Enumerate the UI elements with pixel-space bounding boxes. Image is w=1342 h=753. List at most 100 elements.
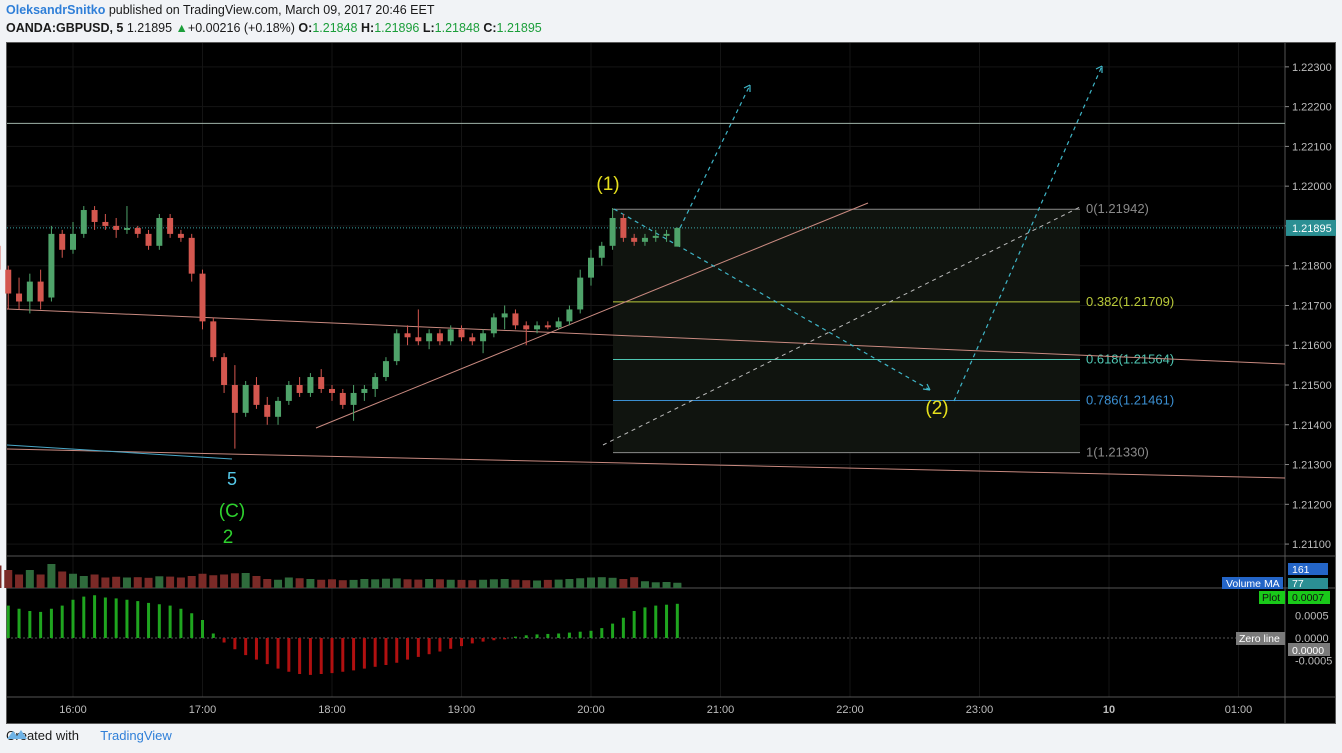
candle-body — [275, 400, 282, 417]
candle-body — [134, 227, 141, 234]
volume-bar — [587, 577, 595, 588]
wave-label-5: 5 — [227, 469, 237, 489]
volume-bar — [328, 579, 336, 588]
candle-body — [372, 377, 379, 389]
volume-bar — [274, 579, 283, 588]
candle-body — [59, 233, 66, 250]
candle-body — [382, 361, 389, 378]
candle-body — [221, 357, 228, 385]
volume-bar — [187, 576, 196, 588]
candle-body — [458, 329, 465, 338]
candle-body — [577, 277, 584, 310]
candle-body — [102, 221, 109, 226]
candle-body — [447, 329, 454, 342]
candle-body — [588, 257, 594, 278]
volume-bar — [662, 582, 671, 588]
volume-bar — [122, 577, 131, 588]
volume-bar — [425, 579, 434, 588]
volume-bar — [4, 570, 13, 588]
candle-body — [285, 385, 292, 401]
volume-bar — [457, 579, 466, 588]
x-tick-label: 18:00 — [318, 704, 346, 716]
volume-bar — [565, 579, 574, 588]
candle-body — [242, 385, 249, 413]
author-link[interactable]: OleksandrSnitko — [6, 3, 106, 17]
x-tick-label: 23:00 — [966, 704, 994, 716]
candle-body — [156, 217, 163, 246]
osc-tick-label: 0.0005 — [1295, 611, 1329, 623]
volume-bar — [198, 573, 207, 588]
volume-bar — [446, 579, 455, 588]
arrow-head-icon — [1095, 65, 1103, 73]
volume-bar — [306, 579, 315, 588]
volume-bar — [144, 577, 153, 588]
fib-level-label: 0.382(1.21709) — [1086, 294, 1174, 309]
candle-body — [26, 281, 33, 302]
volume-ma-badge — [1222, 577, 1283, 589]
y-tick-label: 1.22300 — [1292, 62, 1332, 74]
candle-body — [16, 293, 23, 302]
osc-plot-value: 0.0007 — [1292, 592, 1324, 604]
candle-body — [534, 325, 541, 330]
arrow-head-icon — [922, 383, 931, 391]
candle-body — [37, 281, 44, 302]
volume-bar — [435, 579, 444, 588]
osc-tick-label: 0.0000 — [1295, 633, 1329, 645]
candle-body — [318, 377, 325, 389]
candle-body — [609, 217, 616, 246]
volume-bar — [349, 579, 358, 588]
candle-body — [199, 273, 206, 322]
volume-bar — [371, 579, 380, 588]
volume-bar — [230, 573, 239, 588]
candle-body — [404, 333, 411, 338]
candle-body — [566, 309, 573, 322]
last-price-badge-label: 1.21895 — [1292, 223, 1332, 235]
volume-bar — [576, 578, 585, 588]
volume-bar — [155, 576, 164, 588]
x-tick-label: 16:00 — [59, 704, 87, 716]
volume-bar — [317, 579, 326, 588]
candle-body — [329, 388, 335, 393]
tradingview-link[interactable]: TradingView — [100, 728, 172, 743]
volume-bar — [47, 564, 56, 588]
candle-body — [674, 227, 681, 247]
osc-tick-label: -0.0005 — [1295, 656, 1332, 668]
y-tick-label: 1.21300 — [1292, 460, 1332, 472]
candle-body — [631, 237, 638, 242]
volume-bar — [220, 574, 229, 588]
candle-body — [512, 313, 519, 326]
osc-plot-badge — [1259, 591, 1285, 604]
volume-bar — [619, 579, 628, 588]
last-price-badge — [1286, 219, 1336, 236]
volume-bar — [360, 579, 369, 588]
fib-trend-dashed-line — [602, 206, 1081, 446]
low-value: 1.21848 — [434, 21, 480, 35]
high-value: 1.21896 — [374, 21, 420, 35]
volume-bar — [0, 565, 2, 588]
y-tick-label: 1.21500 — [1292, 380, 1332, 392]
volume-bar — [500, 579, 509, 588]
candle-body — [231, 385, 238, 413]
publish-line: OleksandrSnitko published on TradingView… — [6, 3, 435, 17]
volume-bar — [241, 573, 250, 588]
candle-body — [123, 227, 130, 230]
volume-ma-value-badge — [1288, 578, 1328, 589]
volume-bar — [608, 577, 617, 588]
fib-level-label: 0.618(1.21564) — [1086, 352, 1174, 367]
volume-bar — [166, 576, 175, 588]
volume-bar — [403, 579, 412, 588]
x-tick-label: 20:00 — [577, 704, 605, 716]
osc-plot-label: Plot — [1262, 592, 1280, 604]
channel-upper-line — [6, 308, 1286, 365]
y-tick-label: 1.21700 — [1292, 300, 1332, 312]
volume-bar — [25, 570, 34, 588]
candle-body — [80, 210, 87, 234]
fib-level-label: 0(1.21942) — [1086, 201, 1149, 216]
up-arrow-icon: ▲ — [175, 21, 188, 35]
volume-bar — [381, 578, 390, 588]
osc-zero-label: Zero line — [1239, 633, 1280, 645]
volume-bar — [252, 576, 261, 588]
candle-body — [48, 233, 55, 298]
y-tick-label: 1.22200 — [1292, 102, 1332, 114]
